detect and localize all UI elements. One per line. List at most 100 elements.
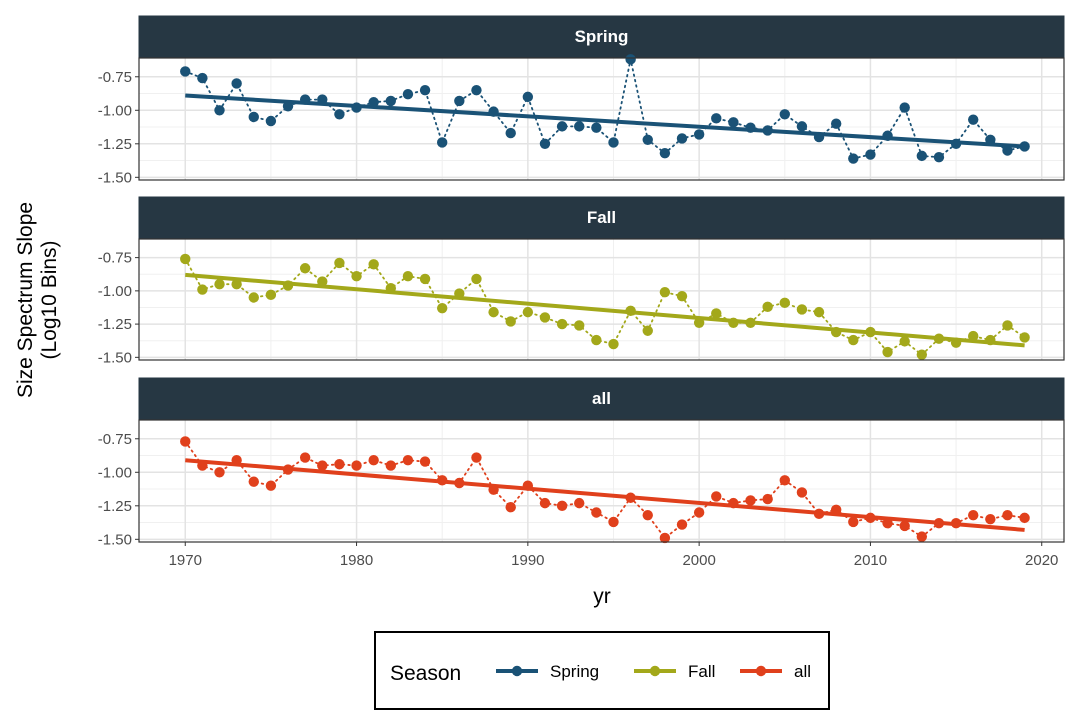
y-tick-label: -0.75 [98, 69, 132, 86]
data-point [848, 516, 859, 528]
legend: Season Spring Fall all [374, 631, 830, 710]
x-tick-label: 2010 [854, 552, 887, 569]
data-point [317, 276, 328, 287]
data-point [539, 312, 551, 323]
data-point [334, 109, 345, 120]
data-point [608, 338, 619, 350]
strip-label: Spring [575, 27, 629, 46]
data-point [214, 279, 225, 290]
data-point [402, 88, 414, 100]
data-point [385, 282, 397, 294]
data-point [1002, 145, 1013, 156]
data-point [625, 54, 636, 65]
data-point [1002, 509, 1013, 521]
series-line-all [184, 440, 1026, 540]
panel-border [138, 57, 1065, 181]
data-point [745, 495, 756, 506]
x-tick-label: 2000 [682, 552, 715, 569]
data-point [848, 153, 859, 164]
data-point [728, 497, 739, 509]
data-point [693, 317, 705, 328]
data-point [351, 460, 362, 471]
legend-label: all [794, 662, 811, 681]
data-point [351, 271, 362, 282]
facet-panel-fall: Fall -0.75 -1.00 -1.25 -1.50 [98, 196, 1065, 366]
data-point [676, 133, 688, 144]
strip-label: all [592, 389, 611, 408]
y-tick-label: -1.25 [98, 498, 132, 515]
data-point [419, 273, 431, 285]
panel-border [138, 419, 1065, 543]
data-point [625, 492, 636, 503]
data-point [762, 493, 773, 505]
data-point [659, 532, 671, 544]
strip-background [138, 377, 1065, 421]
data-point [214, 467, 225, 478]
data-point [402, 455, 414, 466]
data-point [436, 137, 448, 148]
data-point [248, 292, 259, 303]
data-point [968, 330, 979, 342]
data-point [574, 121, 585, 132]
data-point [1019, 141, 1030, 152]
y-tick-label: -0.75 [98, 250, 132, 267]
legend-item-fall: Fall [634, 662, 715, 681]
data-point [830, 504, 842, 516]
y-axis-title-line1: Size Spectrum Slope [14, 202, 37, 398]
data-point [762, 125, 773, 136]
data-point [848, 334, 859, 346]
y-tick-label: -1.00 [98, 464, 132, 481]
data-point [214, 105, 225, 116]
data-point [968, 114, 979, 125]
data-point [642, 509, 653, 521]
data-point [385, 460, 397, 471]
data-point [265, 289, 277, 301]
data-point [779, 109, 790, 120]
data-point [728, 117, 739, 128]
data-point [933, 152, 945, 163]
data-point [351, 102, 362, 113]
data-point [436, 475, 448, 486]
data-point [231, 279, 242, 290]
data-point [796, 487, 808, 498]
data-point [625, 305, 636, 317]
data-point [231, 78, 242, 89]
y-tick-label: -0.75 [98, 431, 132, 448]
data-point [813, 306, 825, 318]
data-point [899, 102, 910, 113]
facet-panel-spring: Spring -0.75 -1.00 -1.25 -1.50 [98, 15, 1065, 186]
data-point [762, 301, 773, 313]
data-point [711, 113, 722, 124]
data-point [796, 304, 808, 315]
y-tick-label: -1.00 [98, 283, 132, 300]
y-tick-label: -1.50 [98, 531, 132, 548]
x-tick-label: 1970 [169, 552, 202, 569]
data-point [299, 94, 311, 105]
data-point [419, 456, 431, 467]
data-point [968, 509, 979, 521]
data-point [813, 131, 825, 143]
data-point [728, 317, 739, 328]
data-point [471, 452, 482, 463]
data-point [642, 134, 653, 145]
data-point [265, 115, 277, 127]
data-point [197, 72, 208, 84]
data-point [916, 349, 928, 360]
data-point [830, 326, 842, 338]
data-point [865, 149, 876, 160]
data-point [488, 484, 499, 495]
data-point [882, 346, 893, 358]
legend-title: Season [390, 662, 461, 685]
data-point [1002, 320, 1013, 331]
data-point [916, 150, 928, 162]
data-point [282, 280, 294, 291]
data-point [882, 130, 893, 141]
data-point [299, 263, 311, 274]
data-point [317, 460, 328, 471]
data-point [265, 480, 277, 491]
data-point [471, 84, 482, 96]
panel-border [138, 238, 1065, 361]
y-tick-label: -1.00 [98, 102, 132, 119]
data-point [231, 455, 242, 466]
data-point [334, 459, 345, 470]
